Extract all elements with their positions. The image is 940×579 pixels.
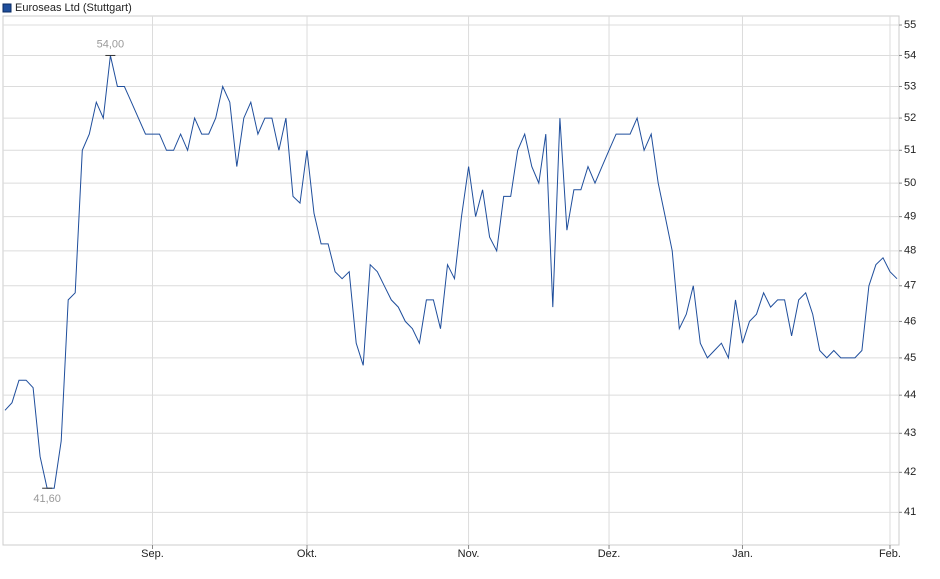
legend-label: Euroseas Ltd (Stuttgart): [15, 2, 132, 14]
y-tick-label: 53: [904, 80, 916, 92]
y-tick-label: 46: [904, 315, 916, 327]
y-tick-label: 55: [904, 19, 916, 31]
extreme-label: 41,60: [33, 493, 61, 505]
x-tick-label: Nov.: [458, 548, 480, 560]
y-tick-label: 43: [904, 427, 916, 439]
y-tick-label: 44: [904, 389, 916, 401]
y-tick-label: 42: [904, 466, 916, 478]
x-tick-label: Okt.: [297, 548, 317, 560]
y-tick-label: 54: [904, 49, 916, 61]
legend-swatch: [2, 3, 12, 13]
y-tick-label: 45: [904, 352, 916, 364]
y-tick-label: 47: [904, 280, 916, 292]
price-line: [4, 55, 898, 489]
y-tick-label: 51: [904, 144, 916, 156]
plot-area: [2, 15, 900, 546]
x-tick-label: Sep.: [141, 548, 164, 560]
y-tick-label: 52: [904, 112, 916, 124]
y-tick-label: 50: [904, 177, 916, 189]
y-tick-label: 48: [904, 245, 916, 257]
x-tick-label: Feb.: [879, 548, 901, 560]
x-tick-label: Jan.: [732, 548, 753, 560]
x-tick-label: Dez.: [598, 548, 621, 560]
y-tick-label: 41: [904, 506, 916, 518]
y-tick-label: 49: [904, 211, 916, 223]
extreme-label: 54,00: [97, 38, 125, 50]
